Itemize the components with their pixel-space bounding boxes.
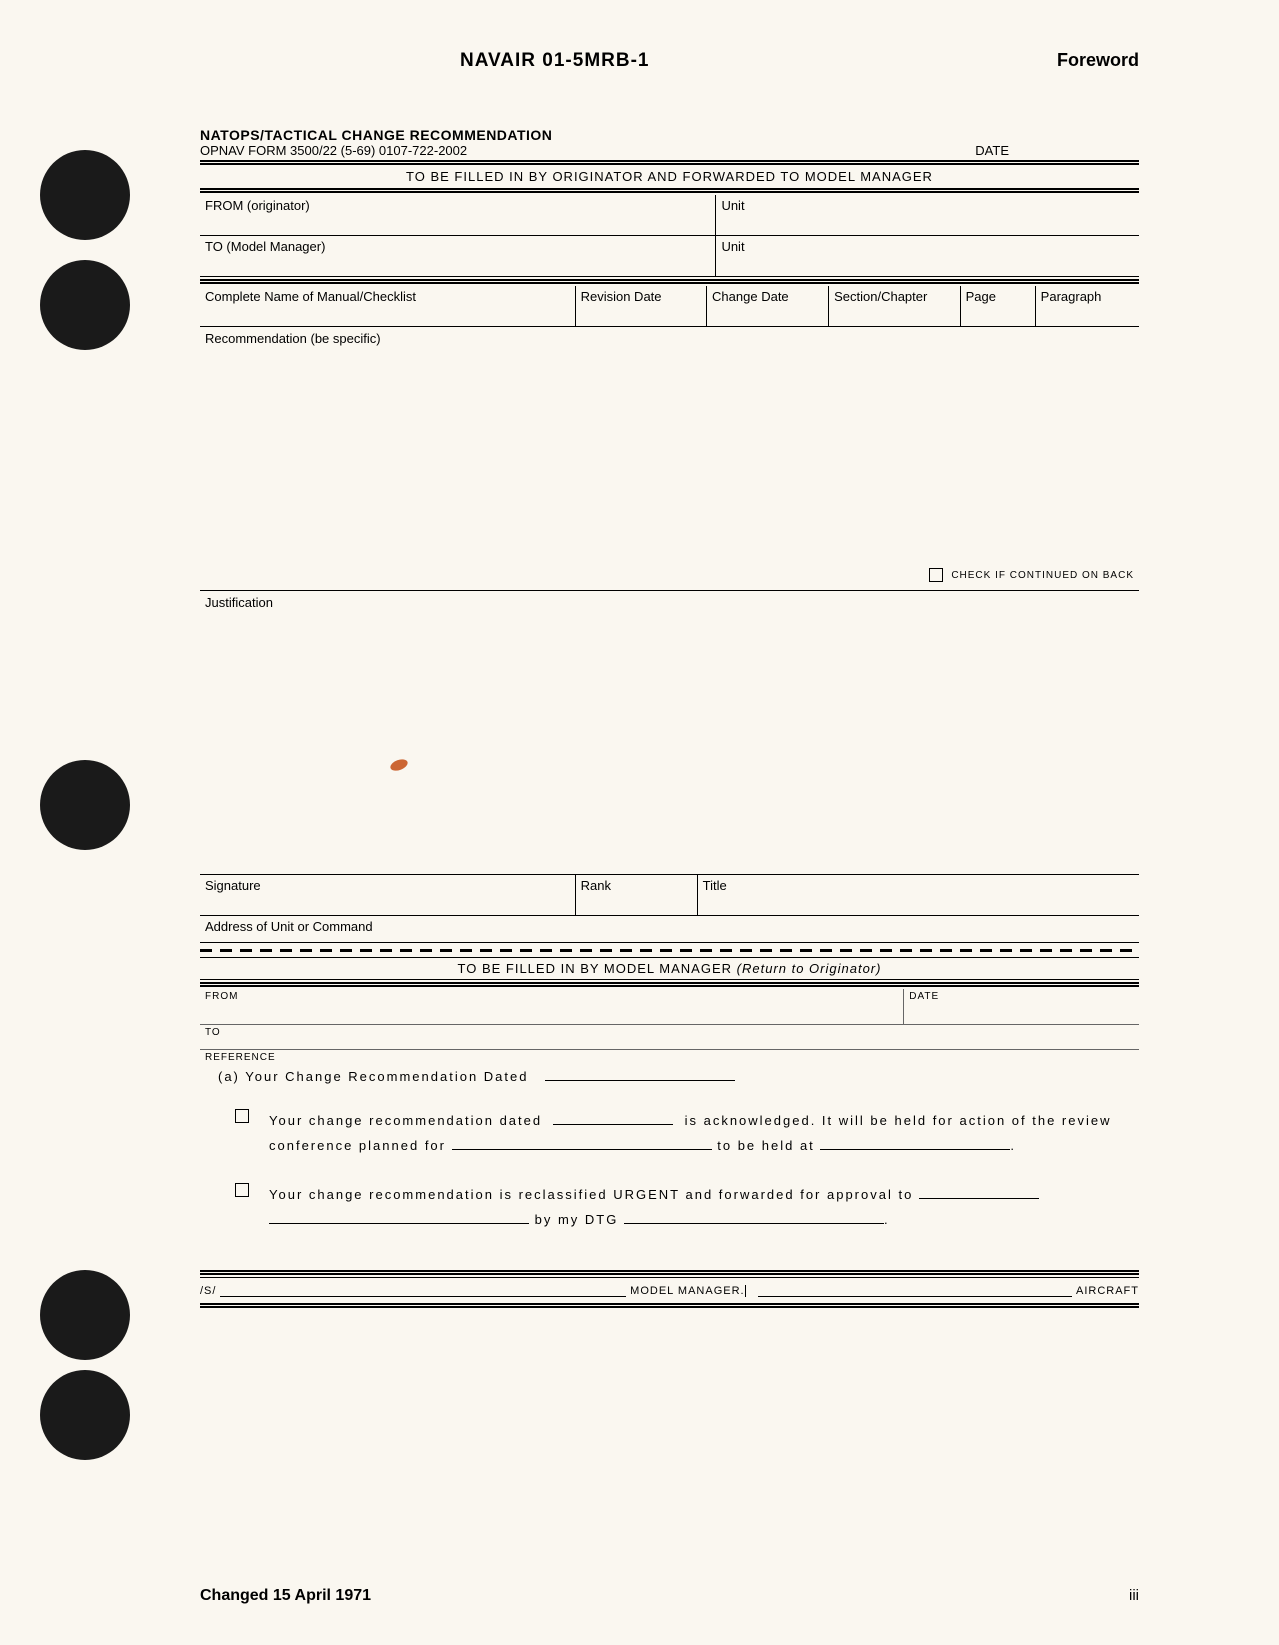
from-cell[interactable]: FROM (originator) (200, 195, 716, 235)
aircraft-label: AIRCRAFT (1076, 1285, 1139, 1297)
change-date-cell[interactable]: Change Date (707, 286, 829, 326)
mm-urgent-content: Your change recommendation is reclassifi… (269, 1183, 1119, 1232)
mm-banner-text: TO BE FILLED IN BY MODEL MANAGER (458, 961, 733, 976)
to-cell[interactable]: TO (Model Manager) (200, 236, 716, 276)
punch-hole (40, 1270, 130, 1360)
document-page: NAVAIR 01-5MRB-1 Foreword NATOPS/TACTICA… (0, 0, 1279, 1645)
continued-label: CHECK IF CONTINUED ON BACK (951, 570, 1134, 581)
form-title: NATOPS/TACTICAL CHANGE RECOMMENDATION (200, 127, 1139, 143)
mm-ack-loc-blank[interactable] (820, 1136, 1010, 1150)
mm-reference-line: (a) Your Change Recommendation Dated (200, 1065, 1139, 1099)
double-rule (200, 1270, 1139, 1275)
manual-cell[interactable]: Complete Name of Manual/Checklist (200, 286, 576, 326)
bottom-signature-row: /S/ MODEL MANAGER. AIRCRAFT (200, 1277, 1139, 1301)
mm-ack-date-blank[interactable] (553, 1111, 673, 1125)
bottom-sig-left: /S/ MODEL MANAGER. (200, 1285, 745, 1297)
mm-ref-blank[interactable] (545, 1067, 735, 1081)
paragraph-cell[interactable]: Paragraph (1036, 286, 1139, 326)
signature-cell[interactable]: Signature (200, 875, 576, 915)
form-subtitle-row: OPNAV FORM 3500/22 (5-69) 0107-722-2002 … (200, 143, 1139, 158)
section-cell[interactable]: Section/Chapter (829, 286, 960, 326)
recommendation-area[interactable]: CHECK IF CONTINUED ON BACK (200, 350, 1139, 590)
unit-cell[interactable]: Unit (716, 195, 1139, 235)
sig-s-label: /S/ (200, 1285, 216, 1297)
aircraft-sig-line[interactable] (758, 1296, 1072, 1297)
mm-date-cell[interactable]: DATE (904, 989, 1139, 1024)
revision-date-cell[interactable]: Revision Date (576, 286, 707, 326)
manual-row: Complete Name of Manual/Checklist Revisi… (200, 286, 1139, 327)
punch-hole (40, 150, 130, 240)
changed-date: Changed 15 April 1971 (200, 1587, 371, 1605)
mm-urgent-block: Your change recommendation is reclassifi… (235, 1183, 1119, 1232)
mm-urgent-cont-blank[interactable] (269, 1210, 529, 1224)
continued-checkbox[interactable] (929, 568, 943, 582)
mm-to-cell[interactable]: TO (200, 1025, 1139, 1050)
punch-hole (40, 1370, 130, 1460)
mm-from-cell[interactable]: FROM (200, 989, 904, 1024)
rank-cell[interactable]: Rank (576, 875, 698, 915)
mm-ack-checkbox[interactable] (235, 1109, 249, 1123)
title-cell[interactable]: Title (698, 875, 1139, 915)
double-rule (200, 982, 1139, 987)
mm-ack-conf-blank[interactable] (452, 1136, 712, 1150)
model-manager-label: MODEL MANAGER. (630, 1285, 744, 1297)
mm-urgent-to-blank[interactable] (919, 1185, 1039, 1199)
date-label: DATE (975, 143, 1009, 158)
mm-banner-italic: (Return to Originator) (737, 961, 882, 976)
document-id: NAVAIR 01-5MRB-1 (460, 50, 650, 72)
mm-ack-block: Your change recommendation dated is ackn… (235, 1109, 1119, 1158)
bottom-sig-right: AIRCRAFT (745, 1285, 1139, 1297)
double-rule (200, 188, 1139, 193)
to-row: TO (Model Manager) Unit (200, 236, 1139, 277)
mm-ack-content: Your change recommendation dated is ackn… (269, 1109, 1119, 1158)
unit-cell-2[interactable]: Unit (716, 236, 1139, 276)
mm-urgent-text1: Your change recommendation is reclassifi… (269, 1187, 913, 1202)
mm-body: Your change recommendation dated is ackn… (200, 1099, 1139, 1268)
double-rule (200, 160, 1139, 165)
page-header: NAVAIR 01-5MRB-1 Foreword (200, 50, 1139, 72)
page-number: iii (1129, 1587, 1139, 1605)
justification-area[interactable] (200, 614, 1139, 874)
mm-urgent-dtg-blank[interactable] (624, 1210, 884, 1224)
punch-hole (40, 260, 130, 350)
address-row[interactable]: Address of Unit or Command (200, 915, 1139, 943)
foreword-label: Foreword (1057, 50, 1139, 72)
mm-urgent-text2: by my DTG (535, 1212, 619, 1227)
mm-ref-text: (a) Your Change Recommendation Dated (218, 1069, 528, 1084)
from-row: FROM (originator) Unit (200, 195, 1139, 236)
mm-reference-label: REFERENCE (200, 1050, 1139, 1065)
mm-ack-text3: to be held at (717, 1138, 815, 1153)
originator-banner: TO BE FILLED IN BY ORIGINATOR AND FORWAR… (200, 167, 1139, 186)
signature-row: Signature Rank Title (200, 874, 1139, 915)
double-rule (200, 279, 1139, 284)
model-manager-banner: TO BE FILLED IN BY MODEL MANAGER (Return… (200, 957, 1139, 980)
double-rule (200, 1303, 1139, 1308)
tear-line (200, 946, 1139, 954)
recommendation-label: Recommendation (be specific) (200, 327, 1139, 350)
mm-ack-text1: Your change recommendation dated (269, 1113, 542, 1128)
continued-checkbox-row: CHECK IF CONTINUED ON BACK (929, 568, 1134, 582)
mm-urgent-checkbox[interactable] (235, 1183, 249, 1197)
justification-label: Justification (200, 591, 1139, 614)
page-cell[interactable]: Page (961, 286, 1036, 326)
page-footer: Changed 15 April 1971 iii (200, 1587, 1139, 1605)
model-manager-sig-line[interactable] (220, 1296, 626, 1297)
mm-from-row: FROM DATE (200, 989, 1139, 1025)
punch-hole (40, 760, 130, 850)
form-number: OPNAV FORM 3500/22 (5-69) 0107-722-2002 (200, 143, 467, 158)
